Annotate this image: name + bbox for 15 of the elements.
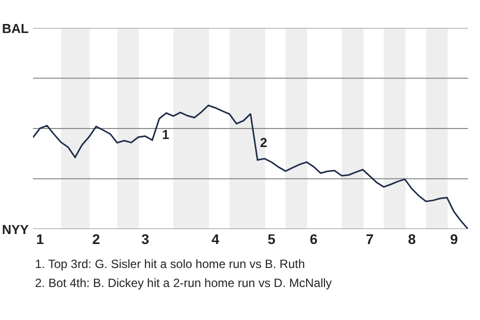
x-tick-label: 9 [450, 231, 458, 247]
text: 2. Bot 4th: B. Dickey hit a 2-run home run vs D. McNally [35, 276, 332, 290]
annotation: 1 [162, 127, 170, 142]
x-tick-label: 6 [310, 231, 318, 247]
text: 1. Top 3rd: G. Sisler hit a solo home run vs B. Ruth [35, 257, 305, 271]
x-tick-label: 3 [141, 231, 150, 247]
x-tick-label: 2 [92, 231, 100, 247]
x-tick-label: 5 [268, 231, 276, 247]
annotation: 2 [260, 135, 268, 150]
text: NYY [2, 222, 30, 237]
x-tick-label: 1 [36, 231, 44, 247]
x-tick-label: 8 [408, 231, 416, 247]
x-tick-label: 7 [366, 231, 374, 247]
text: BAL [2, 21, 29, 36]
x-tick-label: 4 [212, 231, 220, 247]
